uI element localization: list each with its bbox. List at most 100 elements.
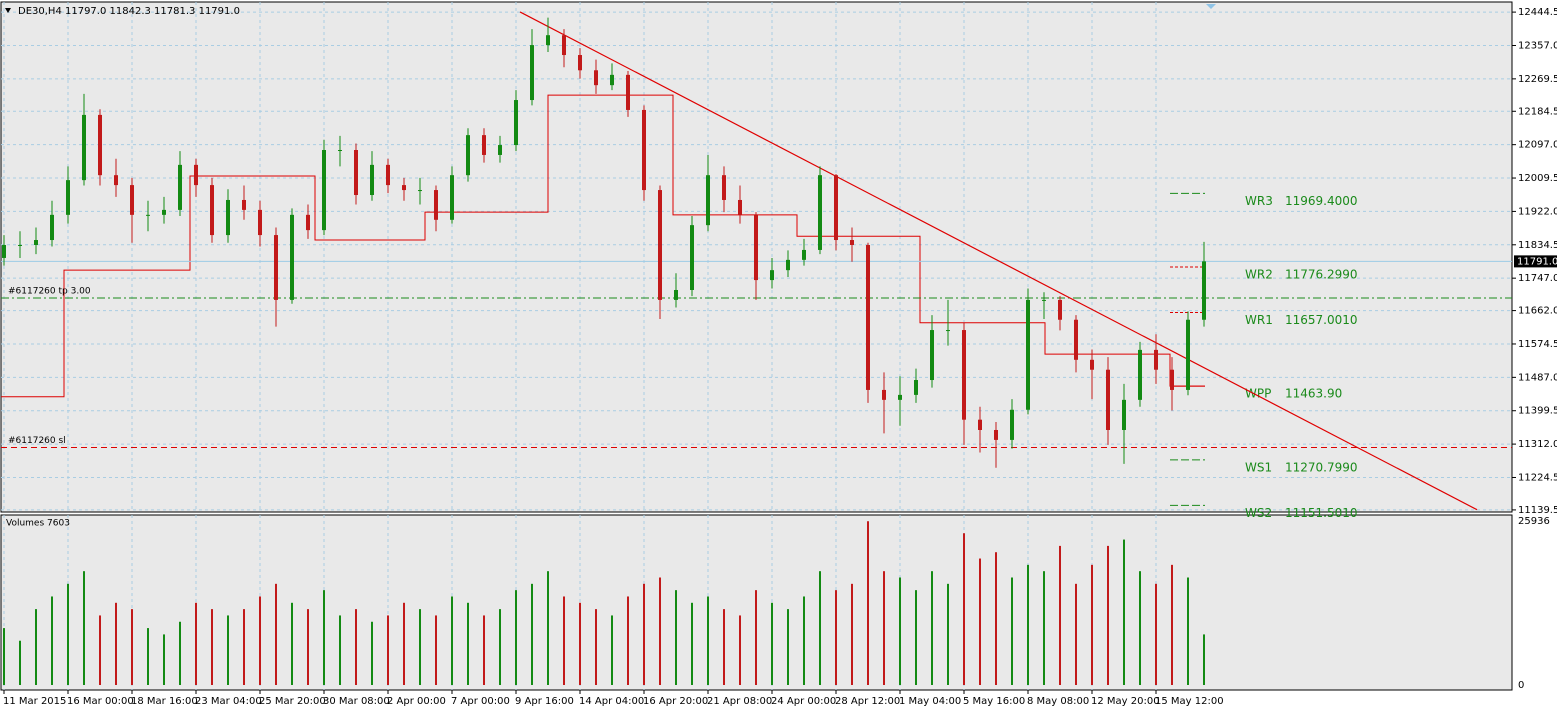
- candle-body: [722, 175, 726, 200]
- x-tick-label: 16 Mar 00:00: [67, 696, 134, 707]
- candle-body: [994, 429, 998, 440]
- volume-bar: [243, 609, 245, 685]
- volume-bar: [659, 577, 661, 685]
- candle-body: [1186, 319, 1190, 390]
- candle-body: [306, 214, 310, 231]
- volume-bar: [1171, 564, 1173, 685]
- candle-body: [738, 199, 742, 215]
- volume-bar: [563, 596, 565, 685]
- candle-body: [546, 35, 550, 46]
- candle-body: [658, 190, 662, 300]
- volume-bar: [323, 590, 325, 685]
- volume-tick-label: 0: [1518, 680, 1524, 691]
- volume-bar: [771, 602, 773, 685]
- volume-bar: [915, 590, 917, 685]
- volume-bar: [115, 602, 117, 685]
- volume-bar: [1011, 577, 1013, 685]
- order-label: #6117260 sl: [8, 436, 66, 446]
- candle-body: [594, 70, 598, 86]
- volume-bar: [691, 602, 693, 685]
- y-tick-label: 11399.5: [1518, 406, 1557, 417]
- y-tick-label: 11834.5: [1518, 240, 1557, 251]
- x-tick-label: 15 May 12:00: [1155, 696, 1224, 707]
- volume-bar: [51, 596, 53, 685]
- candle-body: [802, 249, 806, 260]
- candle-body: [434, 190, 438, 220]
- candle-body: [98, 114, 102, 176]
- volume-bar: [467, 602, 469, 685]
- volume-bar: [547, 571, 549, 685]
- candle-body: [578, 55, 582, 71]
- pivot-name: WR3: [1245, 194, 1273, 208]
- volume-bar: [1043, 571, 1045, 685]
- candle-body: [1170, 369, 1174, 390]
- pivot-name: WR1: [1245, 313, 1273, 327]
- candle-body: [322, 150, 326, 231]
- volume-bar: [899, 577, 901, 685]
- candle-body: [514, 100, 518, 146]
- candle-body: [1154, 349, 1158, 370]
- pivot-value: 11270.7990: [1285, 460, 1358, 474]
- candle-body: [914, 380, 918, 395]
- candle-body: [690, 225, 694, 290]
- y-tick-label: 12269.5: [1518, 74, 1557, 85]
- volume-bar: [163, 634, 165, 685]
- pivot-value: 11657.0010: [1285, 313, 1358, 327]
- candle-body: [354, 150, 358, 196]
- candle-body: [642, 109, 646, 191]
- x-tick-label: 30 Mar 08:00: [323, 696, 390, 707]
- pivot-name: WPP: [1245, 387, 1271, 401]
- candle-body: [210, 185, 214, 236]
- candle-body: [418, 190, 422, 192]
- volume-bar: [851, 583, 853, 685]
- volume-bar: [931, 571, 933, 685]
- candle-body: [978, 419, 982, 430]
- candle-body: [194, 164, 198, 186]
- candle-body: [66, 180, 70, 215]
- candle-body: [50, 214, 54, 241]
- candle-body: [562, 35, 566, 56]
- candle-body: [1010, 409, 1014, 440]
- volume-bar: [147, 628, 149, 685]
- x-tick-label: 2 Apr 00:00: [387, 696, 446, 707]
- volume-bar: [595, 609, 597, 685]
- volume-bar: [259, 596, 261, 685]
- y-tick-label: 12184.5: [1518, 106, 1557, 117]
- volume-bar: [1075, 583, 1077, 685]
- candle-body: [482, 135, 486, 155]
- volume-bar: [435, 615, 437, 685]
- volume-bar: [99, 615, 101, 685]
- volume-bar: [35, 609, 37, 685]
- x-tick-label: 8 May 08:00: [1027, 696, 1089, 707]
- volume-bar: [1027, 564, 1029, 685]
- volume-bar: [675, 590, 677, 685]
- candle-body: [962, 330, 966, 420]
- candle-body: [338, 150, 342, 152]
- volume-bar: [195, 602, 197, 685]
- x-tick-label: 11 Mar 2015: [3, 696, 66, 707]
- volume-bar: [739, 615, 741, 685]
- candle-body: [626, 74, 630, 110]
- y-tick-label: 11747.0: [1518, 273, 1557, 284]
- candle-body: [1138, 349, 1142, 400]
- volume-bar: [83, 571, 85, 685]
- volume-bar: [1123, 539, 1125, 685]
- candle-body: [946, 330, 950, 332]
- volume-bar: [371, 621, 373, 685]
- candle-body: [754, 214, 758, 281]
- candle-body: [130, 185, 134, 215]
- candle-body: [146, 214, 150, 216]
- volume-bar: [1091, 564, 1093, 685]
- y-tick-label: 12444.5: [1518, 7, 1557, 18]
- volume-bar: [883, 571, 885, 685]
- x-tick-label: 14 Apr 04:00: [579, 696, 644, 707]
- volume-bar: [963, 533, 965, 685]
- pivot-name: WS2: [1245, 506, 1272, 520]
- menu-arrow[interactable]: [5, 8, 11, 13]
- candle-body: [178, 164, 182, 210]
- candle-body: [786, 259, 790, 271]
- volume-bar: [1203, 634, 1205, 685]
- volume-bar: [819, 571, 821, 685]
